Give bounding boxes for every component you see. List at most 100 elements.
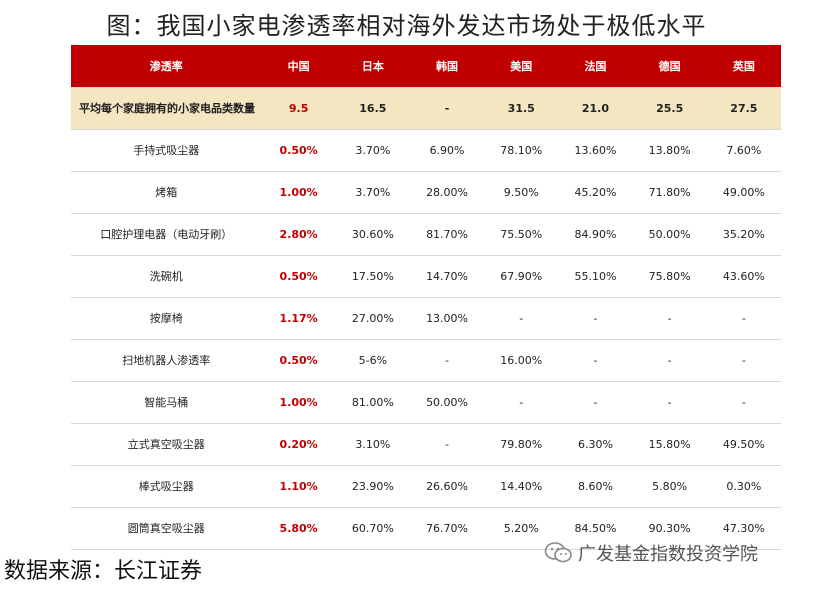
table-row: 棒式吸尘器 1.10% 23.90% 26.60% 14.40% 8.60% 5.80% 0.… xyxy=(71,465,781,508)
table-cell: 5.20% xyxy=(484,507,559,550)
table-cell: 47.30% xyxy=(706,507,781,550)
header-cell: 美国 xyxy=(484,45,559,88)
table-cell: 1.00% xyxy=(261,171,336,214)
table-cell: 5.80% xyxy=(261,507,336,550)
table-cell: 75.50% xyxy=(484,213,559,256)
table-cell: 71.80% xyxy=(632,171,707,214)
table-cell: 3.10% xyxy=(335,423,410,466)
table-cell: 26.60% xyxy=(409,465,485,508)
table-row: 扫地机器人渗透率 0.50% 5-6% -16.00% - - - xyxy=(71,339,781,382)
table-cell: 28.00% xyxy=(409,171,485,214)
table-cell: 23.90% xyxy=(335,465,410,508)
table-row: 口腔护理电器（电动牙刷） 2.80% 30.60% 81.70% 75.50% 84.90… xyxy=(71,213,781,256)
row-label: 智能马桶 xyxy=(71,381,262,424)
table-row: 立式真空吸尘器 0.20% 3.10% -79.80% 6.30% 15.80% 49.50… xyxy=(71,423,781,466)
watermark-text: 广发基金指数投资学院 xyxy=(578,544,758,565)
table-cell: 9.50% xyxy=(484,171,559,214)
table-cell: - xyxy=(706,297,781,340)
table-cell: 67.90% xyxy=(484,255,559,298)
row-label: 按摩椅 xyxy=(71,297,262,340)
row-label: 圆筒真空吸尘器 xyxy=(71,507,262,550)
source-note: 数据来源：长江证券 xyxy=(4,559,203,584)
table-cell: 50.00% xyxy=(632,213,707,256)
summary-row: 平均每个家庭拥有的小家电品类数量 9.5 16.5 - 31.5 21.0 25… xyxy=(71,87,781,130)
table-cell: 14.40% xyxy=(484,465,559,508)
table-cell: 31.5 xyxy=(484,87,559,130)
table-row: 烤箱 1.00% 3.70% 28.00% 9.50% 45.20% 71.80% 49.00… xyxy=(71,171,781,214)
table-cell: 45.20% xyxy=(558,171,633,214)
table-cell: 13.00% xyxy=(409,297,485,340)
table-cell: 60.70% xyxy=(335,507,410,550)
table-body: 手持式吸尘器 0.50% 3.70% 6.90% 78.10% 13.60% 13.80% 7… xyxy=(71,129,781,550)
table-cell: 0.50% xyxy=(261,339,336,382)
table-cell: 84.90% xyxy=(558,213,633,256)
header-cell: 中国 xyxy=(261,45,336,88)
table-cell: 78.10% xyxy=(484,129,559,172)
table-cell: 0.20% xyxy=(261,423,336,466)
header-cell: 德国 xyxy=(632,45,707,88)
table-cell: 49.00% xyxy=(706,171,781,214)
table-row: 圆筒真空吸尘器 5.80% 60.70% 76.70% 5.20% 84.50% 90.30… xyxy=(71,507,781,550)
page-title: 图：我国小家电渗透率相对海外发达市场处于极低水平 xyxy=(106,12,707,40)
table-cell: - xyxy=(409,87,485,130)
table-cell: 35.20% xyxy=(706,213,781,256)
table-cell: 75.80% xyxy=(632,255,707,298)
header-cell: 日本 xyxy=(335,45,410,88)
table-cell: 16.00% xyxy=(484,339,559,382)
table-cell: 3.70% xyxy=(335,171,410,214)
table-cell: 2.80% xyxy=(261,213,336,256)
table-cell: - xyxy=(632,339,707,382)
table-cell: 0.30% xyxy=(706,465,781,508)
row-label: 扫地机器人渗透率 xyxy=(71,339,262,382)
table-cell: 79.80% xyxy=(484,423,559,466)
table-cell: 17.50% xyxy=(335,255,410,298)
table-cell: 90.30% xyxy=(632,507,707,550)
table-row: 手持式吸尘器 0.50% 3.70% 6.90% 78.10% 13.60% 13.80% 7… xyxy=(71,129,781,172)
table-cell: - xyxy=(558,381,633,424)
header-cell: 英国 xyxy=(706,45,781,88)
table-row: 洗碗机 0.50% 17.50% 14.70% 67.90% 55.10% 75.80% 43… xyxy=(71,255,781,298)
table-cell: - xyxy=(558,339,633,382)
table-cell: 1.00% xyxy=(261,381,336,424)
table-cell: 14.70% xyxy=(409,255,485,298)
table-cell: 16.5 xyxy=(335,87,410,130)
watermark: 广发基金指数投资学院 xyxy=(544,540,758,566)
table-cell: 13.60% xyxy=(558,129,633,172)
table-cell: 30.60% xyxy=(335,213,410,256)
header-cell: 渗透率 xyxy=(71,45,262,88)
row-label: 口腔护理电器（电动牙刷） xyxy=(71,213,262,256)
table-cell: 6.90% xyxy=(409,129,485,172)
table-cell: 6.30% xyxy=(558,423,633,466)
penetration-table: 渗透率 中国 日本 韩国 美国 法国 德国 英国 平均每个家庭拥有的小家电品类数… xyxy=(71,45,781,550)
table-cell: 84.50% xyxy=(558,507,633,550)
table-cell: 8.60% xyxy=(558,465,633,508)
table-row: 智能马桶 1.00% 81.00% 50.00% - - - - xyxy=(71,381,781,424)
table-cell: 81.70% xyxy=(409,213,485,256)
summary-label: 平均每个家庭拥有的小家电品类数量 xyxy=(71,87,262,130)
header-cell: 法国 xyxy=(558,45,633,88)
table-cell: - xyxy=(558,297,633,340)
table-cell: 13.80% xyxy=(632,129,707,172)
table-cell: 7.60% xyxy=(706,129,781,172)
table-cell: 27.5 xyxy=(706,87,781,130)
row-label: 烤箱 xyxy=(71,171,262,214)
table-cell: - xyxy=(632,381,707,424)
table-cell: 55.10% xyxy=(558,255,633,298)
table-cell: 1.17% xyxy=(261,297,336,340)
table-header-row: 渗透率 中国 日本 韩国 美国 法国 德国 英国 xyxy=(71,45,781,88)
table-cell: - xyxy=(706,381,781,424)
table-cell: 0.50% xyxy=(261,129,336,172)
table-cell: 5-6% xyxy=(335,339,410,382)
table-cell: 1.10% xyxy=(261,465,336,508)
row-label: 立式真空吸尘器 xyxy=(71,423,262,466)
wechat-icon xyxy=(544,542,572,563)
table-cell: 0.50% xyxy=(261,255,336,298)
row-label: 手持式吸尘器 xyxy=(71,129,262,172)
table-cell: 50.00% xyxy=(409,381,485,424)
row-label: 棒式吸尘器 xyxy=(71,465,262,508)
table-cell: - xyxy=(409,423,485,466)
table-cell: 25.5 xyxy=(632,87,707,130)
table-cell: 3.70% xyxy=(335,129,410,172)
table-cell: - xyxy=(706,339,781,382)
table-row: 按摩椅 1.17% 27.00% 13.00% - - - - xyxy=(71,297,781,340)
